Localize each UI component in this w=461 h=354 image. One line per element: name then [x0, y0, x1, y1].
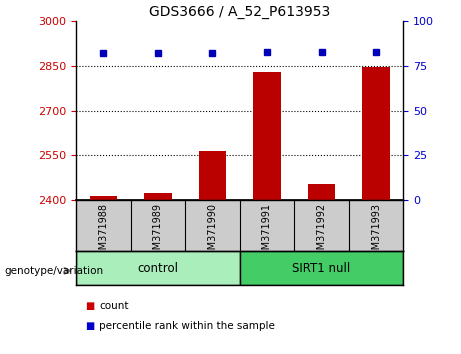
- Title: GDS3666 / A_52_P613953: GDS3666 / A_52_P613953: [149, 5, 331, 19]
- Bar: [254, 72, 281, 200]
- Bar: [240, 251, 403, 285]
- Text: ■: ■: [85, 301, 95, 311]
- Text: GSM371993: GSM371993: [371, 202, 381, 262]
- Text: GSM371991: GSM371991: [262, 202, 272, 262]
- Text: percentile rank within the sample: percentile rank within the sample: [99, 321, 275, 331]
- Bar: [144, 193, 171, 200]
- Text: ■: ■: [85, 321, 95, 331]
- Text: GSM371989: GSM371989: [153, 202, 163, 262]
- Bar: [199, 151, 226, 200]
- Text: GSM371990: GSM371990: [207, 202, 218, 262]
- Text: SIRT1 null: SIRT1 null: [292, 262, 351, 275]
- Text: count: count: [99, 301, 129, 311]
- Text: control: control: [137, 262, 178, 275]
- Text: genotype/variation: genotype/variation: [5, 266, 104, 276]
- Bar: [308, 184, 335, 200]
- Text: GSM371992: GSM371992: [317, 202, 326, 262]
- Bar: [76, 251, 240, 285]
- Bar: [362, 67, 390, 200]
- Bar: [90, 195, 117, 200]
- Text: GSM371988: GSM371988: [98, 202, 108, 262]
